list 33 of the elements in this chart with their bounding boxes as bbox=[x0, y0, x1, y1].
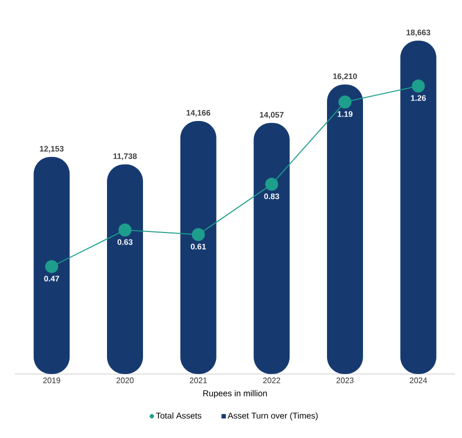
bar bbox=[34, 156, 70, 374]
point bbox=[338, 95, 352, 108]
bar bbox=[254, 122, 290, 374]
bar bbox=[107, 164, 143, 374]
data-label: 0.61 bbox=[190, 244, 206, 250]
data-label: 0.83 bbox=[264, 193, 280, 200]
point bbox=[192, 228, 205, 242]
data-label: 16,210 bbox=[333, 73, 357, 80]
bar bbox=[400, 40, 436, 374]
x-tick-label: 2020 bbox=[116, 378, 134, 384]
point bbox=[265, 178, 278, 191]
data-label: 1.26 bbox=[411, 95, 426, 101]
data-label: 11,738 bbox=[113, 153, 137, 160]
point bbox=[45, 260, 58, 274]
x-axis-title: Rupees in million bbox=[203, 390, 267, 398]
data-label: 14,166 bbox=[186, 110, 210, 117]
data-label: 14,057 bbox=[260, 112, 284, 119]
point bbox=[412, 79, 425, 92]
data-label: 0.63 bbox=[118, 239, 132, 245]
data-label: 1.19 bbox=[338, 111, 352, 117]
legend-label: Asset Turn over (Times) bbox=[228, 412, 318, 420]
data-label: 0.47 bbox=[44, 276, 60, 282]
point bbox=[118, 223, 132, 236]
x-tick-label: 2022 bbox=[263, 378, 280, 384]
x-tick-label: 2019 bbox=[43, 378, 60, 384]
x-tick-label: 2024 bbox=[410, 378, 427, 384]
x-tick-label: 2023 bbox=[336, 378, 354, 384]
legend-label: Total Assets bbox=[156, 412, 202, 419]
x-tick-label: 2021 bbox=[190, 378, 207, 384]
bar bbox=[180, 120, 216, 374]
data-label: 12,153 bbox=[40, 146, 64, 153]
bar bbox=[327, 84, 364, 374]
data-label: 18,663 bbox=[406, 30, 430, 36]
